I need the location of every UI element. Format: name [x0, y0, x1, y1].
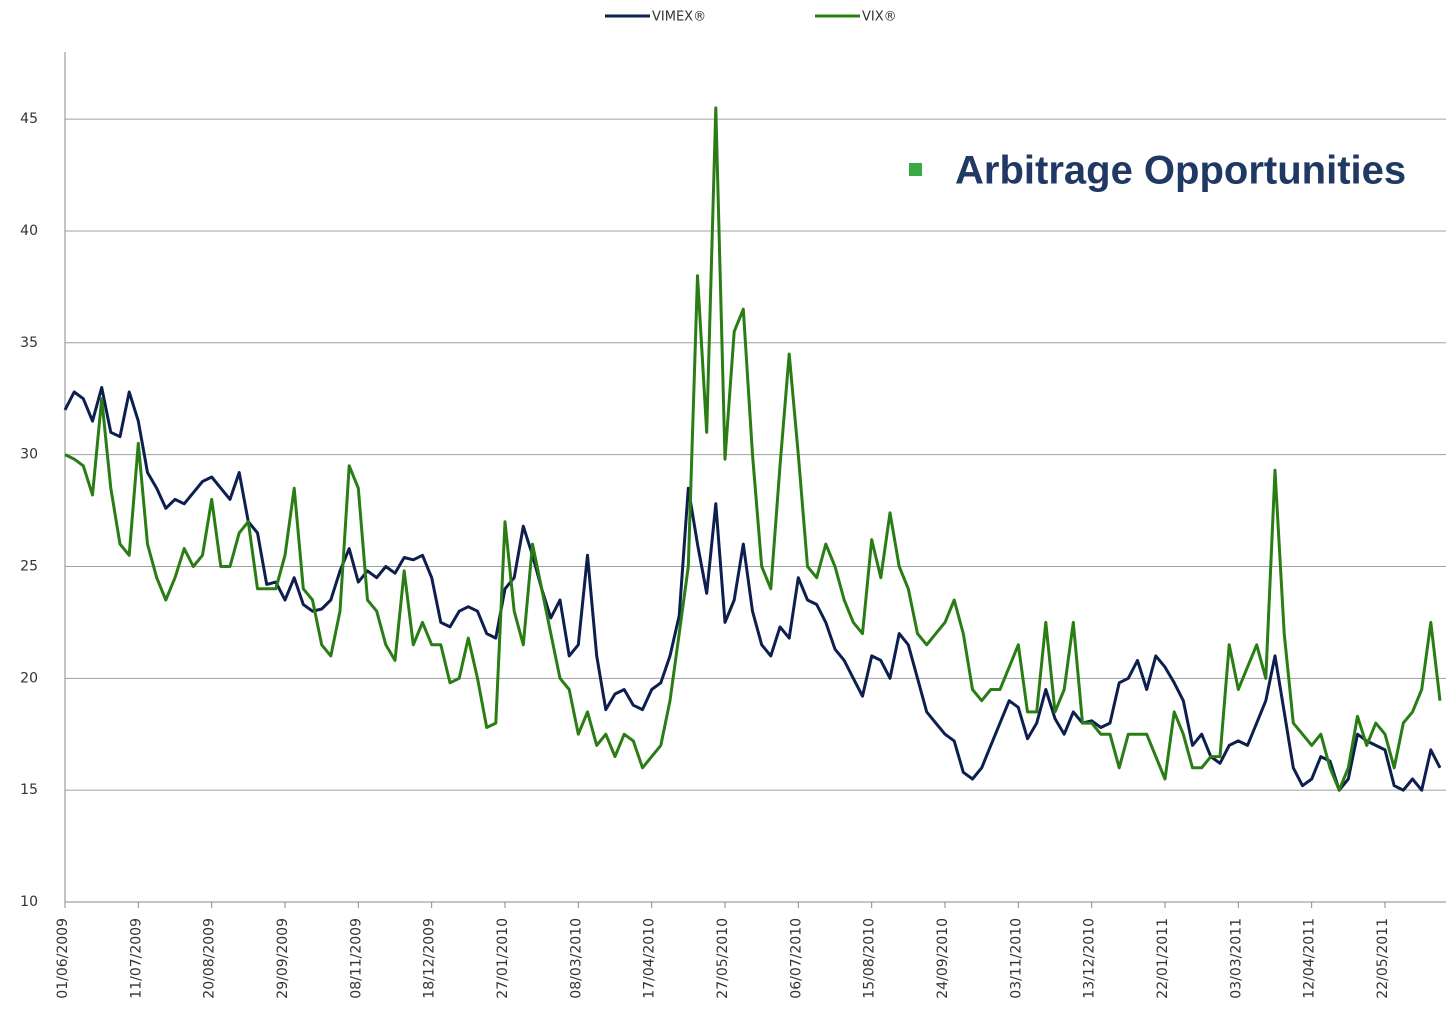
y-tick-label: 20: [20, 670, 38, 686]
x-tick-label: 22/01/2011: [1155, 918, 1171, 999]
x-tick-label: 08/03/2010: [568, 918, 584, 999]
y-tick-label: 15: [20, 782, 38, 798]
x-tick-label: 15/08/2010: [862, 918, 878, 999]
x-tick-label: 12/04/2011: [1302, 918, 1318, 999]
x-tick-label: 27/05/2010: [715, 918, 731, 999]
y-tick-label: 25: [20, 558, 38, 574]
x-tick-label: 22/05/2011: [1375, 918, 1391, 999]
x-tick-label: 13/12/2010: [1082, 918, 1098, 999]
x-tick-label: 24/09/2010: [935, 918, 951, 999]
legend-label: VIMEX®: [652, 10, 706, 25]
x-tick-label: 29/09/2009: [275, 918, 291, 999]
annotation: Arbitrage Opportunities: [955, 149, 1406, 193]
y-tick-label: 10: [20, 894, 38, 910]
x-tick-label: 01/06/2009: [55, 918, 71, 999]
series-line: [64, 106, 1442, 792]
x-tick-label: 20/08/2009: [202, 918, 218, 999]
x-tick-label: 08/11/2009: [348, 918, 364, 999]
x-tick-label: 17/04/2010: [642, 918, 658, 999]
y-tick-label: 30: [20, 447, 38, 463]
y-tick-label: 35: [20, 335, 38, 351]
x-tick-label: 03/03/2011: [1228, 918, 1244, 999]
x-tick-label: 11/07/2009: [128, 918, 144, 999]
x-tick-label: 27/01/2010: [495, 918, 511, 999]
y-tick-label: 45: [20, 111, 38, 127]
x-tick-label: 18/12/2009: [422, 918, 438, 999]
legend-label: VIX®: [862, 10, 897, 25]
y-tick-label: 40: [20, 223, 38, 239]
x-tick-label: 03/11/2010: [1008, 918, 1024, 999]
x-tick-label: 06/07/2010: [788, 918, 804, 999]
annotation-bullet: [909, 163, 922, 176]
